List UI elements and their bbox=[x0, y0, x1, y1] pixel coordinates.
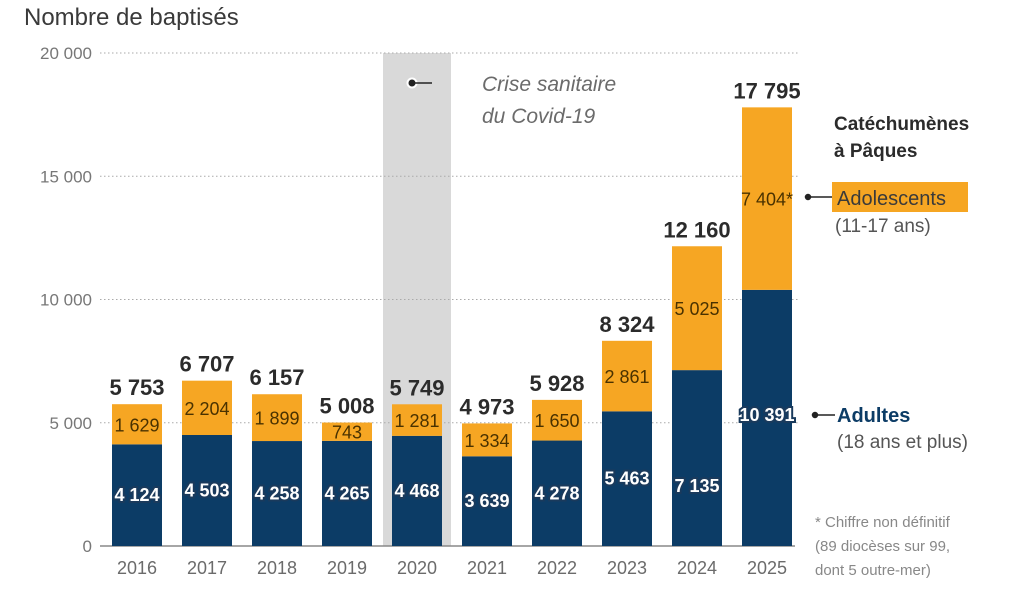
bar-adultes bbox=[252, 441, 302, 546]
data-label-total: 5 008 bbox=[319, 394, 374, 419]
data-label-total: 17 795 bbox=[733, 78, 800, 103]
x-tick-label: 2017 bbox=[187, 558, 227, 578]
data-label-total: 12 160 bbox=[663, 217, 730, 242]
data-label-adultes: 4 278 bbox=[534, 483, 579, 503]
data-label-adolescents: 7 404* bbox=[741, 190, 793, 210]
y-tick-label: 5 000 bbox=[49, 414, 92, 433]
data-label-adultes: 3 639 bbox=[464, 491, 509, 511]
y-tick-label: 20 000 bbox=[40, 44, 92, 63]
footnote-line2: (89 diocèses sur 99, bbox=[815, 538, 950, 555]
data-label-adultes: 4 124 bbox=[114, 485, 159, 505]
bar-adultes bbox=[532, 440, 582, 546]
legend-adolescents-swatch bbox=[832, 182, 968, 212]
x-tick-label: 2016 bbox=[117, 558, 157, 578]
bar-adultes bbox=[742, 289, 792, 546]
bar-adolescents bbox=[602, 340, 652, 412]
legend-adultes-label: Adultes bbox=[837, 405, 910, 427]
legend-adultes-sub: (18 ans et plus) bbox=[837, 432, 968, 453]
legend-adolescents-sub: (11-17 ans) bbox=[835, 216, 931, 237]
bar-adolescents bbox=[672, 246, 722, 371]
y-tick-label: 10 000 bbox=[40, 291, 92, 310]
data-label-adolescents: 1 334 bbox=[464, 431, 509, 451]
data-label-adolescents: 2 861 bbox=[604, 367, 649, 387]
bar-adolescents bbox=[322, 422, 372, 441]
bar-adolescents bbox=[532, 399, 582, 441]
covid-annotation-line1: Crise sanitaire bbox=[482, 73, 616, 96]
data-label-adultes: 5 463 bbox=[604, 469, 649, 489]
y-axis-title: Nombre de baptisés bbox=[24, 4, 239, 31]
bar-adultes bbox=[462, 456, 512, 546]
data-label-adolescents: 1 629 bbox=[114, 415, 159, 435]
data-label-adolescents: 5 025 bbox=[674, 299, 719, 319]
data-label-adolescents: 743 bbox=[332, 423, 362, 443]
x-tick-label: 2021 bbox=[467, 558, 507, 578]
bar-adolescents bbox=[392, 404, 442, 436]
data-label-total: 6 157 bbox=[249, 365, 304, 390]
legend-title-line1: Catéchumènes bbox=[834, 114, 969, 135]
covid-annotation-line2: du Covid-19 bbox=[482, 105, 596, 128]
bar-adolescents bbox=[742, 107, 792, 290]
x-tick-label: 2019 bbox=[327, 558, 367, 578]
data-label-adultes: 4 258 bbox=[254, 484, 299, 504]
data-label-adolescents: 1 899 bbox=[254, 409, 299, 429]
x-tick-label: 2018 bbox=[257, 558, 297, 578]
data-label-total: 4 973 bbox=[459, 394, 514, 419]
bar-adultes bbox=[182, 435, 232, 546]
data-label-total: 5 749 bbox=[389, 375, 444, 400]
legend-title-line2: à Pâques bbox=[834, 141, 917, 162]
bar-adultes bbox=[672, 370, 722, 546]
bar-adolescents bbox=[252, 394, 302, 442]
data-label-adultes: 7 135 bbox=[674, 476, 719, 496]
data-label-adultes: 4 503 bbox=[184, 481, 229, 501]
y-tick-label: 15 000 bbox=[40, 167, 92, 186]
bar-adultes bbox=[392, 435, 442, 546]
data-label-total: 6 707 bbox=[179, 352, 234, 377]
footnote-line1: * Chiffre non définitif bbox=[815, 514, 951, 531]
data-label-total: 5 928 bbox=[529, 371, 584, 396]
data-label-adolescents: 1 281 bbox=[394, 411, 439, 431]
data-label-adultes: 4 265 bbox=[324, 483, 369, 503]
x-tick-label: 2025 bbox=[747, 558, 787, 578]
data-label-adultes: 4 468 bbox=[394, 481, 439, 501]
x-tick-label: 2020 bbox=[397, 558, 437, 578]
footnote-line3: dont 5 outre-mer) bbox=[815, 562, 931, 579]
x-tick-label: 2022 bbox=[537, 558, 577, 578]
bar-adultes bbox=[112, 444, 162, 546]
data-label-adolescents: 2 204 bbox=[184, 399, 229, 419]
data-label-total: 5 753 bbox=[109, 375, 164, 400]
bar-adultes bbox=[322, 440, 372, 546]
bar-adultes bbox=[602, 411, 652, 546]
bar-adolescents bbox=[462, 423, 512, 457]
x-tick-label: 2023 bbox=[607, 558, 647, 578]
data-label-total: 8 324 bbox=[599, 312, 655, 337]
data-label-adolescents: 1 650 bbox=[534, 411, 579, 431]
y-tick-label: 0 bbox=[83, 537, 92, 556]
bar-adolescents bbox=[182, 380, 232, 436]
data-label-adultes: 10 391 bbox=[739, 405, 794, 425]
bar-adolescents bbox=[112, 404, 162, 445]
legend-adolescents-label: Adolescents bbox=[837, 188, 946, 210]
x-tick-label: 2024 bbox=[677, 558, 717, 578]
